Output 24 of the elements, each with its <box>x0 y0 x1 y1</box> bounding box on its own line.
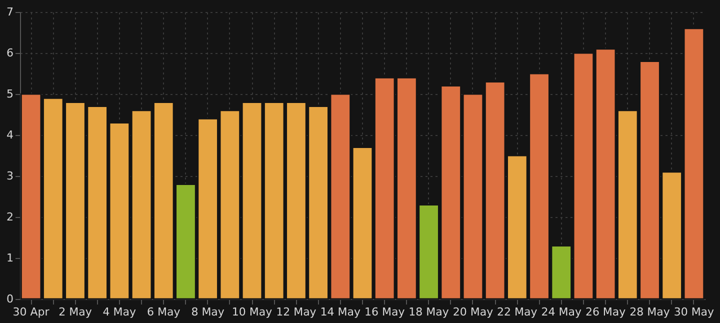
x-tick-label: 8 May <box>191 306 225 318</box>
x-tick-label: 28 May <box>630 306 670 318</box>
x-tick-label: 30 May <box>674 306 715 318</box>
x-tick-label: 14 May <box>320 306 362 318</box>
y-tick-label: 7 <box>6 6 14 18</box>
y-tick-label: 5 <box>6 88 14 100</box>
y-tick-label: 3 <box>6 170 14 182</box>
y-tick-label: 4 <box>6 128 14 142</box>
x-tick-label: 10 May <box>232 306 273 318</box>
x-tick-label: 20 May <box>452 306 494 318</box>
x-tick-label: 24 May <box>541 306 582 318</box>
y-tick-label: 1 <box>6 252 14 264</box>
x-tick-label: 22 May <box>497 306 538 318</box>
x-tick-label: 18 May <box>408 306 450 318</box>
x-tick-label: 12 May <box>276 306 317 318</box>
x-tick-label: 16 May <box>364 306 406 318</box>
y-tick-label: 0 <box>6 292 14 306</box>
y-tick-label: 2 <box>6 210 14 224</box>
x-tick-label: 4 May <box>102 306 137 318</box>
x-tick-label: 30 Apr <box>12 306 50 318</box>
x-tick-label: 6 May <box>147 306 181 318</box>
x-tick-label: 2 May <box>58 306 92 318</box>
y-tick-label: 6 <box>6 46 14 60</box>
x-tick-label: 26 May <box>585 306 626 318</box>
